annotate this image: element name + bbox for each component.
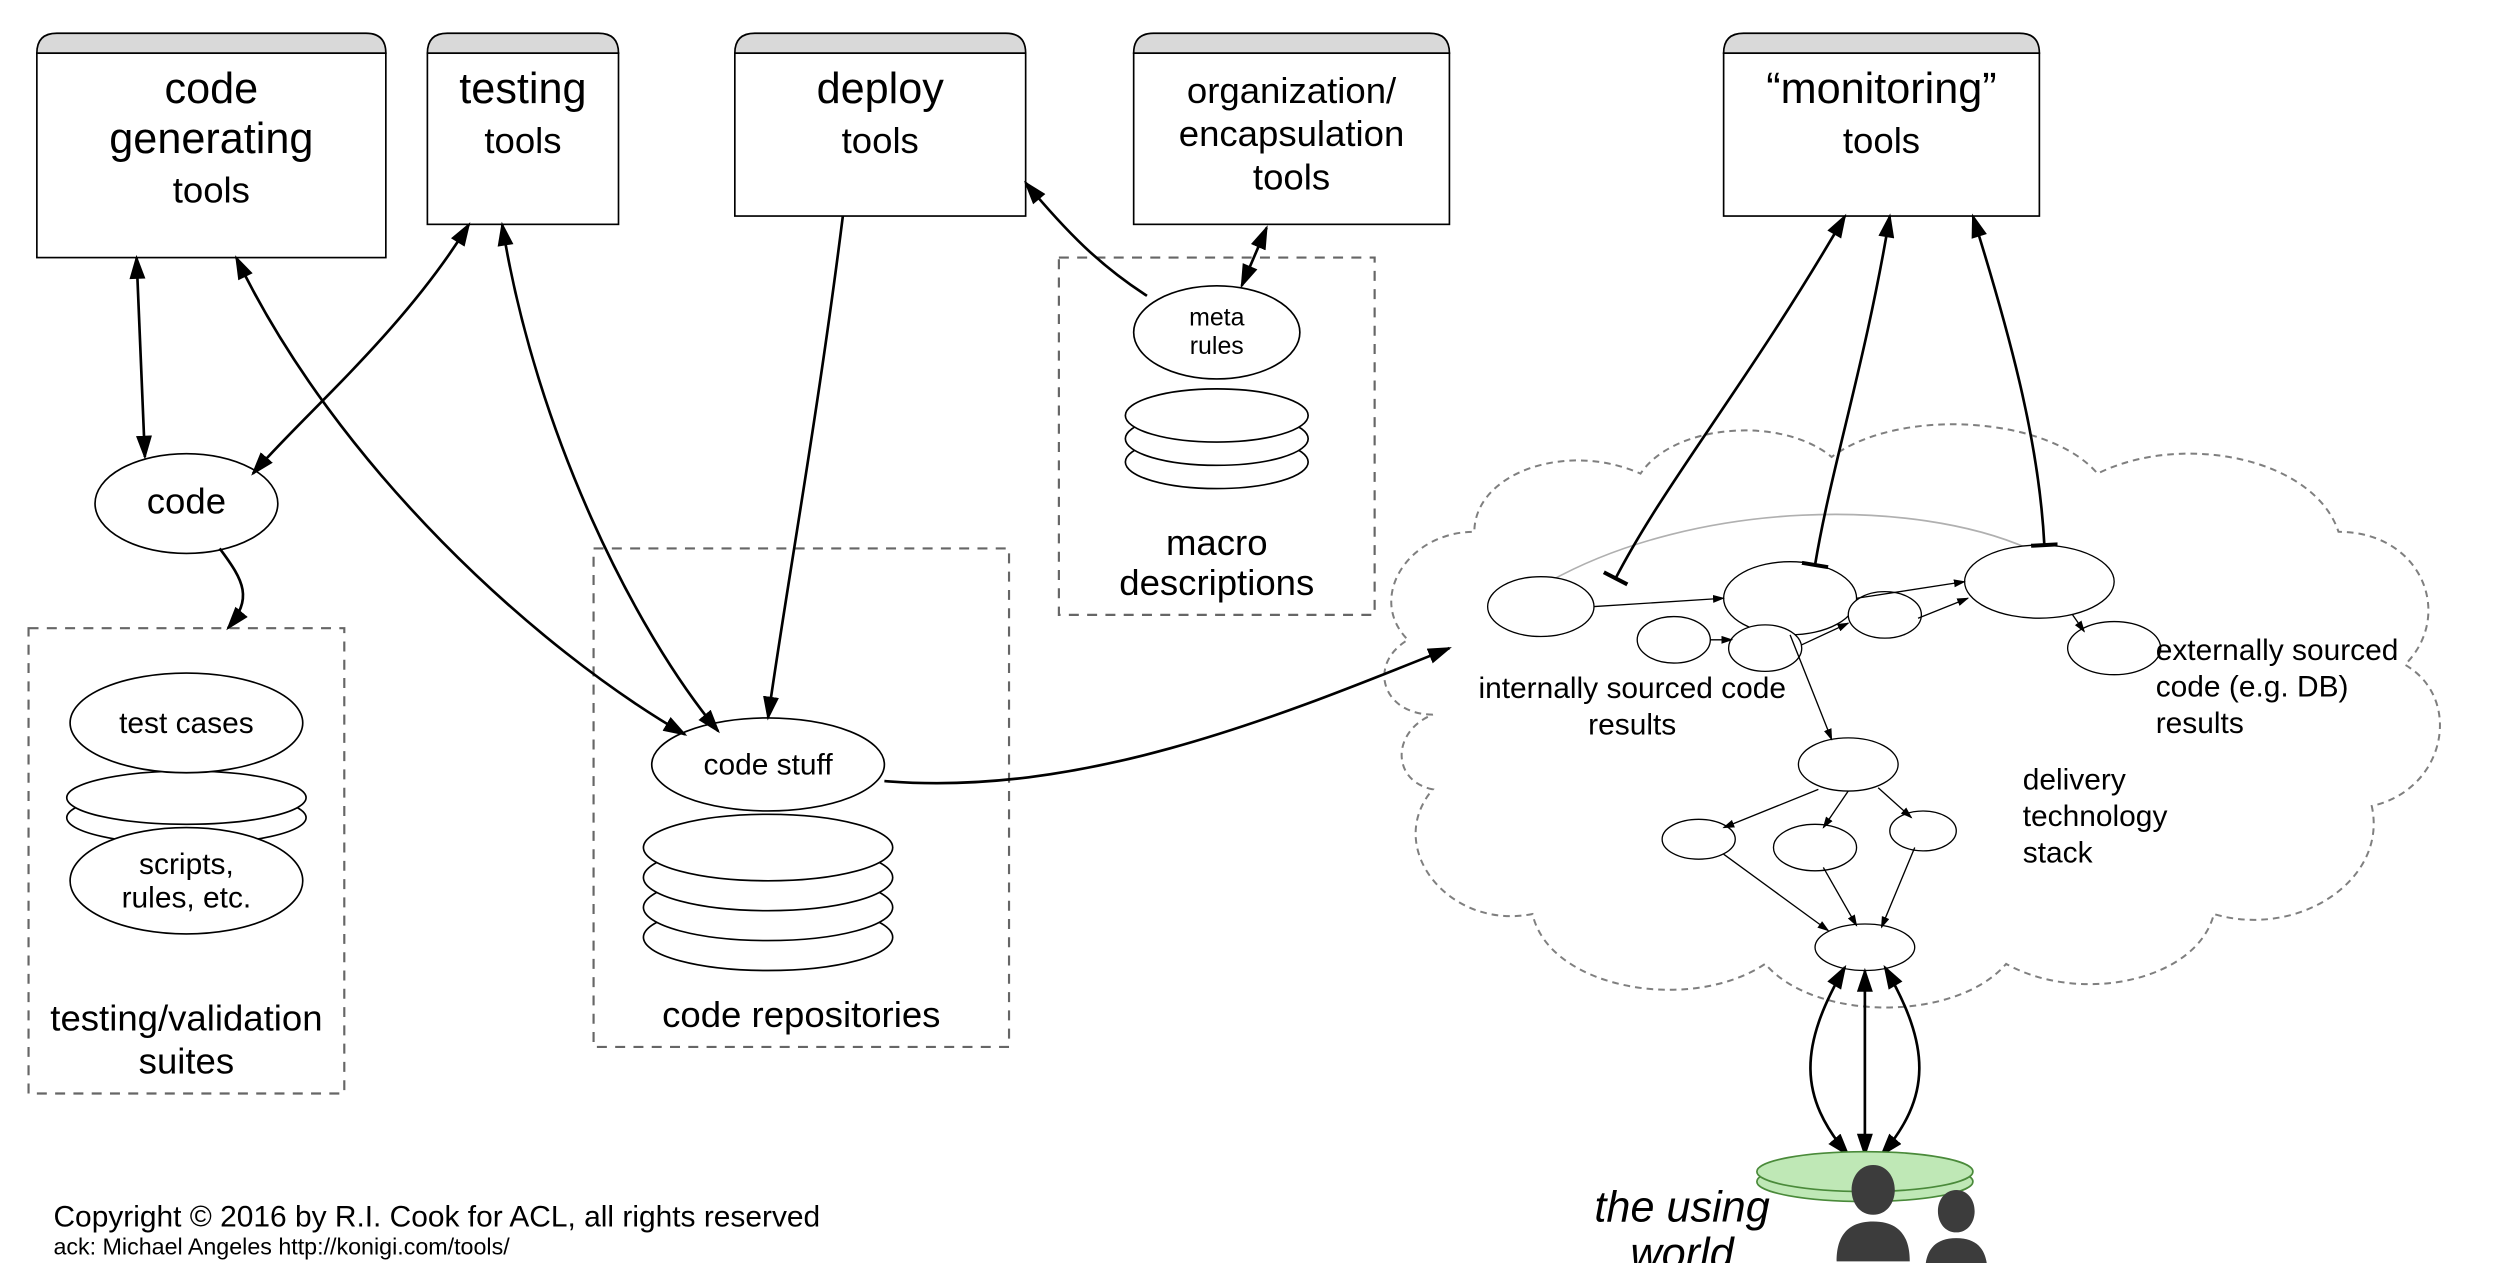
codestuff-to-cloud <box>884 648 1449 783</box>
deploy-to-codestuff <box>768 216 843 718</box>
cloud-node-0 <box>1488 577 1594 637</box>
node-to-world-3 <box>1882 967 1920 1155</box>
org-sub: tools <box>1253 156 1330 197</box>
cloud-edge-10 <box>1823 867 1856 925</box>
cloud-node-1 <box>1637 617 1710 664</box>
deploy-to-metarules <box>1026 183 1147 296</box>
scripts-label-1: scripts, <box>139 848 234 881</box>
cloud-edge-0 <box>1594 598 1724 606</box>
cloud-node-10 <box>1890 811 1956 851</box>
cloud-edge-2 <box>1857 582 1965 599</box>
monitoring-arrow-left <box>1616 216 1845 578</box>
cloud-internal-label-1: internally sourced code <box>1478 672 1786 705</box>
metarules-label-2: rules <box>1190 332 1244 360</box>
codegen-to-coderepo <box>236 258 685 735</box>
cloud-edge-12 <box>1790 635 1832 740</box>
monitoring-title: “monitoring” <box>1766 65 1996 113</box>
cloud-node-8 <box>1662 819 1735 859</box>
org-title-1: organization/ <box>1187 70 1397 111</box>
cloud-edge-7 <box>1724 789 1819 827</box>
cloud-node-5 <box>1965 545 2115 618</box>
cloud-edge-8 <box>1878 788 1911 818</box>
codestuff-label: code stuff <box>703 748 833 781</box>
cloud-node-2 <box>1724 562 1857 635</box>
cloud-node-3 <box>1729 625 1802 672</box>
codegen-title-2: generating <box>109 115 313 163</box>
testing-suites-label-1: testing/validation <box>50 997 322 1038</box>
testing-sub: tools <box>484 120 561 161</box>
cloud-external-label-2: code (e.g. DB) <box>2156 670 2349 703</box>
person-silhouette-1 <box>1925 1190 1987 1263</box>
code-repos-label: code repositories <box>662 994 940 1035</box>
testcases-label: test cases <box>119 707 254 740</box>
cloud-node-4 <box>1848 592 1921 639</box>
testing-suites-label-2: suites <box>139 1041 234 1082</box>
cloud-edge-6 <box>1823 791 1848 828</box>
runtime-cloud <box>1384 424 2440 1007</box>
codegen-title-1: code <box>165 65 259 113</box>
testing-to-coderepo <box>502 224 718 731</box>
cloud-node-7 <box>1798 738 1898 791</box>
cloud-delivery-label-2: technology <box>2023 800 2168 833</box>
org-title-2: encapsulation <box>1179 113 1405 154</box>
monitoring-arrow-mid <box>1815 216 1890 565</box>
cloud-delivery-label-1: delivery <box>2023 763 2126 796</box>
monitoring-arrow-right <box>1973 216 2044 545</box>
cloud-edge-5 <box>2073 615 2085 632</box>
metarules-label-1: meta <box>1189 304 1245 332</box>
cloud-delivery-label-3: stack <box>2023 836 2093 869</box>
macro-desc-label-2: descriptions <box>1119 562 1314 603</box>
code-ellipse-label: code <box>147 481 226 522</box>
cloud-internal-label-2: results <box>1588 709 1676 742</box>
cloud-edge-11 <box>1882 848 1915 928</box>
cloud-node-9 <box>1773 824 1856 871</box>
using-world-label-2: world <box>1630 1230 1735 1263</box>
testing-title: testing <box>459 65 586 113</box>
cloud-node-6 <box>2068 622 2161 675</box>
codegen-sub: tools <box>173 170 250 211</box>
cloud-external-label-1: externally sourced <box>2156 634 2399 667</box>
node-to-world-1 <box>1810 967 1848 1155</box>
codegen-to-code <box>137 258 145 457</box>
testing-to-code <box>253 224 469 473</box>
cloud-node-11 <box>1815 924 1915 971</box>
monitoring-sub: tools <box>1843 120 1920 161</box>
footer-ack: ack: Michael Angeles http://konigi.com/t… <box>53 1234 510 1260</box>
cloud-external-label-3: results <box>2156 707 2244 740</box>
deploy-sub: tools <box>842 120 919 161</box>
scripts-label-2: rules, etc. <box>122 881 252 914</box>
macro-desc-label-1: macro <box>1166 522 1268 563</box>
code-to-testsuite <box>220 548 243 628</box>
cloud-edge-4 <box>1918 598 1968 618</box>
using-world-label-1: the using <box>1594 1183 1769 1231</box>
deploy-title: deploy <box>817 65 945 113</box>
footer-copyright: Copyright © 2016 by R.I. Cook for ACL, a… <box>53 1200 820 1233</box>
